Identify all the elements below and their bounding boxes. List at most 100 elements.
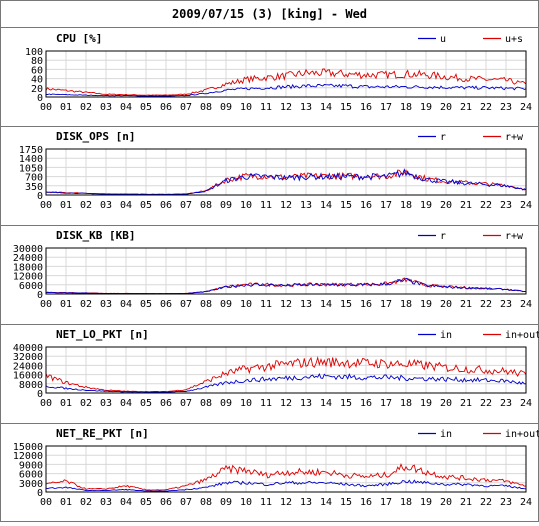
x-tick-label: 04	[120, 200, 132, 211]
x-tick-label: 09	[220, 398, 232, 409]
x-tick-label: 21	[460, 299, 472, 310]
x-tick-label: 22	[480, 497, 492, 508]
x-tick-label: 22	[480, 102, 492, 113]
x-tick-label: 07	[180, 299, 192, 310]
y-tick-label: 15000	[13, 442, 43, 453]
x-tick-label: 24	[520, 398, 532, 409]
x-tick-label: 13	[300, 299, 312, 310]
x-tick-label: 21	[460, 497, 472, 508]
x-tick-label: 20	[440, 102, 452, 113]
y-tick-label: 0	[37, 191, 43, 202]
x-tick-label: 17	[380, 398, 392, 409]
legend-label: r+w	[505, 132, 524, 143]
x-tick-label: 02	[80, 102, 92, 113]
x-tick-label: 18	[400, 299, 412, 310]
x-tick-label: 14	[320, 497, 332, 508]
y-tick-label: 12000	[13, 272, 43, 283]
x-tick-label: 01	[60, 200, 72, 211]
x-tick-label: 14	[320, 200, 332, 211]
x-tick-label: 23	[500, 497, 512, 508]
series-line-in	[45, 373, 526, 393]
legend-label: r	[440, 132, 446, 143]
y-tick-label: 1750	[19, 145, 43, 156]
x-tick-label: 13	[300, 497, 312, 508]
x-tick-label: 19	[420, 200, 432, 211]
x-tick-label: 04	[120, 102, 132, 113]
x-tick-label: 22	[480, 398, 492, 409]
chart-panel-4: NET_LO_PKT [n]40000320002400016000800000…	[1, 324, 539, 409]
y-tick-label: 1050	[19, 163, 43, 174]
x-tick-label: 12	[280, 200, 292, 211]
x-tick-label: 13	[300, 200, 312, 211]
series-line-u-s	[45, 68, 527, 96]
x-tick-label: 14	[320, 398, 332, 409]
x-tick-label: 05	[140, 398, 152, 409]
series-line-r	[45, 168, 527, 196]
x-tick-label: 19	[420, 497, 432, 508]
plot-frame	[45, 50, 527, 98]
x-tick-label: 17	[380, 497, 392, 508]
x-tick-label: 10	[240, 200, 252, 211]
legend-label: r+w	[505, 231, 524, 242]
x-tick-label: 12	[280, 299, 292, 310]
x-tick-label: 21	[460, 200, 472, 211]
x-tick-label: 20	[440, 497, 452, 508]
x-tick-label: 22	[480, 299, 492, 310]
series-line-in-out	[45, 462, 527, 491]
x-tick-label: 09	[220, 299, 232, 310]
x-tick-label: 02	[80, 200, 92, 211]
x-tick-label: 16	[360, 398, 372, 409]
x-tick-label: 20	[440, 299, 452, 310]
x-tick-label: 21	[460, 398, 472, 409]
y-tick-label: 0	[37, 93, 43, 104]
legend-label: in	[440, 429, 452, 440]
panel-title: CPU [%]	[56, 32, 102, 45]
x-tick-label: 10	[240, 102, 252, 113]
x-tick-label: 08	[200, 398, 212, 409]
x-tick-label: 18	[400, 102, 412, 113]
x-tick-label: 12	[280, 497, 292, 508]
y-tick-label: 3000	[19, 479, 43, 490]
legend-label: u	[440, 34, 446, 45]
legend-label: in+out	[505, 330, 539, 341]
x-tick-label: 08	[200, 497, 212, 508]
panel-title: NET_LO_PKT [n]	[56, 328, 149, 341]
x-tick-label: 10	[240, 497, 252, 508]
y-tick-label: 6000	[19, 281, 43, 292]
y-tick-label: 700	[25, 173, 43, 184]
x-tick-label: 24	[520, 200, 532, 211]
x-tick-label: 11	[260, 398, 272, 409]
x-tick-label: 16	[360, 497, 372, 508]
y-tick-label: 24000	[13, 253, 43, 264]
x-tick-label: 11	[260, 102, 272, 113]
x-tick-label: 23	[500, 398, 512, 409]
x-tick-label: 23	[500, 299, 512, 310]
x-tick-label: 00	[40, 497, 52, 508]
x-tick-label: 24	[520, 497, 532, 508]
x-tick-label: 09	[220, 200, 232, 211]
x-tick-label: 19	[420, 299, 432, 310]
x-tick-label: 23	[500, 102, 512, 113]
x-tick-label: 12	[280, 398, 292, 409]
y-tick-label: 60	[31, 65, 43, 76]
x-tick-label: 06	[160, 299, 172, 310]
x-tick-label: 24	[520, 102, 532, 113]
x-tick-label: 01	[60, 497, 72, 508]
x-tick-label: 07	[180, 102, 192, 113]
y-tick-label: 40000	[13, 343, 43, 354]
panel-title: DISK_OPS [n]	[56, 130, 135, 143]
x-tick-label: 04	[120, 398, 132, 409]
x-tick-label: 00	[40, 398, 52, 409]
x-tick-label: 04	[120, 497, 132, 508]
x-tick-label: 13	[300, 102, 312, 113]
y-tick-label: 9000	[19, 460, 43, 471]
x-tick-label: 00	[40, 102, 52, 113]
y-tick-label: 0	[37, 389, 43, 400]
panel-title: DISK_KB [KB]	[56, 229, 135, 242]
y-tick-label: 24000	[13, 361, 43, 372]
y-tick-label: 350	[25, 182, 43, 193]
x-tick-label: 11	[260, 299, 272, 310]
x-tick-label: 15	[340, 398, 352, 409]
